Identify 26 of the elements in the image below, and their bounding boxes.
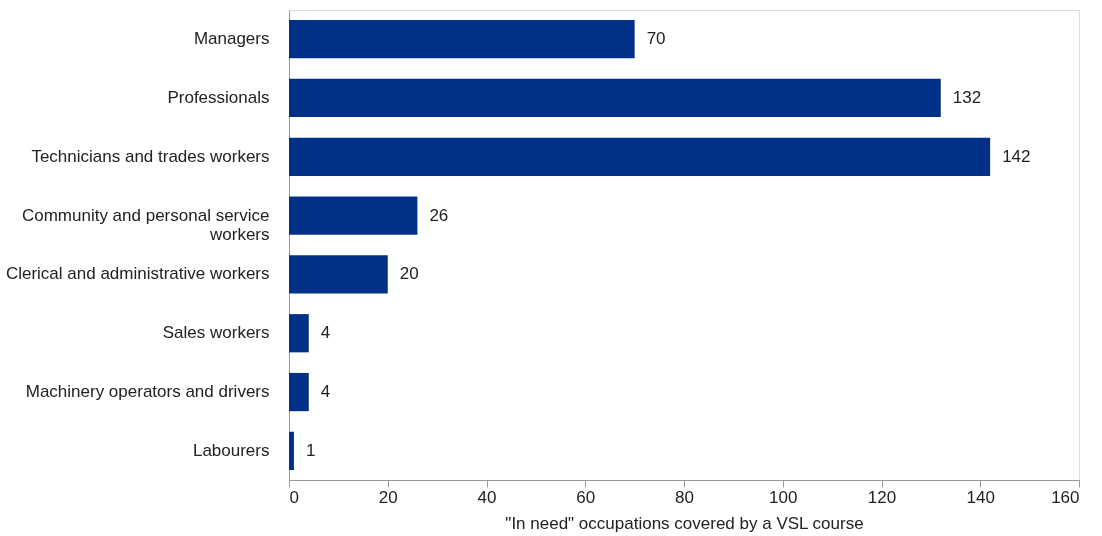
x-tick-label: 60 <box>576 487 596 507</box>
x-tick-label: 140 <box>966 487 995 507</box>
x-axis-title: "In need" occupations covered by a VSL course <box>505 513 864 533</box>
y-tick-label: Professionals <box>167 87 270 107</box>
data-label: 1 <box>305 440 316 460</box>
y-tick-label: Managers <box>193 29 270 49</box>
x-tick-label: 160 <box>1051 487 1080 507</box>
x-tick-label: 100 <box>769 487 798 507</box>
x-tick-label: 80 <box>675 487 694 507</box>
data-label: 132 <box>952 87 982 107</box>
y-tick-label: Community and personal service workers <box>21 205 270 244</box>
y-tick-label: Clerical and administrative workers <box>5 264 270 284</box>
y-tick-label: Labourers <box>192 440 270 460</box>
y-tick-label: Technicians and trades workers <box>31 146 270 166</box>
y-tick-label: Sales workers <box>162 323 270 343</box>
x-tick-label: 0 <box>289 487 299 507</box>
x-tick-label: 20 <box>378 487 398 507</box>
data-label: 70 <box>646 29 666 49</box>
data-label: 142 <box>1002 146 1031 166</box>
data-label: 4 <box>320 382 331 402</box>
x-tick-label: 40 <box>477 487 497 507</box>
data-label: 20 <box>399 264 419 284</box>
data-label: 26 <box>429 205 449 225</box>
y-tick-label: Machinery operators and drivers <box>25 382 270 402</box>
data-label: 4 <box>320 323 331 343</box>
x-tick-label: 120 <box>867 487 897 507</box>
